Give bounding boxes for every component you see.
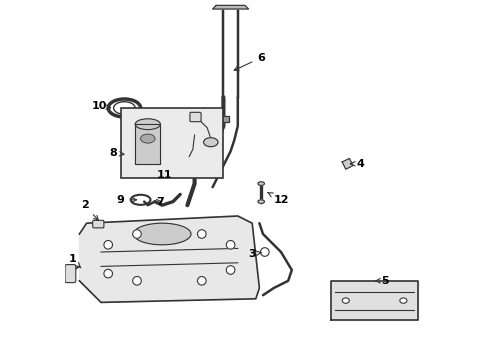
FancyBboxPatch shape bbox=[93, 220, 104, 228]
Text: 9: 9 bbox=[117, 195, 137, 205]
Polygon shape bbox=[342, 158, 353, 169]
Text: 2: 2 bbox=[81, 200, 98, 220]
Text: 8: 8 bbox=[110, 148, 124, 158]
FancyBboxPatch shape bbox=[65, 265, 76, 283]
Circle shape bbox=[226, 240, 235, 249]
Ellipse shape bbox=[258, 200, 265, 203]
Ellipse shape bbox=[135, 119, 160, 130]
Ellipse shape bbox=[258, 182, 265, 185]
Circle shape bbox=[261, 248, 269, 256]
FancyBboxPatch shape bbox=[121, 108, 223, 178]
Polygon shape bbox=[331, 281, 418, 320]
Polygon shape bbox=[213, 5, 248, 9]
Ellipse shape bbox=[400, 298, 407, 303]
Ellipse shape bbox=[141, 134, 155, 143]
Text: 11: 11 bbox=[156, 170, 172, 180]
Bar bbox=[193, 166, 204, 172]
Text: 7: 7 bbox=[156, 197, 164, 207]
Text: 10: 10 bbox=[92, 101, 111, 111]
Text: 3: 3 bbox=[248, 249, 262, 259]
Text: 1: 1 bbox=[68, 254, 81, 268]
Circle shape bbox=[104, 269, 113, 278]
Circle shape bbox=[226, 266, 235, 274]
Bar bbox=[135, 124, 160, 164]
Ellipse shape bbox=[204, 138, 218, 147]
Text: 12: 12 bbox=[268, 193, 289, 205]
Circle shape bbox=[197, 230, 206, 238]
Circle shape bbox=[104, 240, 113, 249]
Text: 5: 5 bbox=[376, 276, 389, 286]
Bar bbox=[135, 124, 160, 164]
Ellipse shape bbox=[342, 298, 349, 303]
Circle shape bbox=[133, 230, 141, 238]
Ellipse shape bbox=[133, 223, 191, 245]
Text: 4: 4 bbox=[350, 159, 364, 169]
Text: 6: 6 bbox=[234, 53, 265, 71]
Circle shape bbox=[133, 276, 141, 285]
Bar bbox=[193, 166, 204, 172]
FancyBboxPatch shape bbox=[190, 112, 201, 122]
Circle shape bbox=[197, 276, 206, 285]
Bar bbox=[218, 116, 229, 122]
Polygon shape bbox=[79, 216, 259, 302]
Bar bbox=[218, 116, 229, 122]
